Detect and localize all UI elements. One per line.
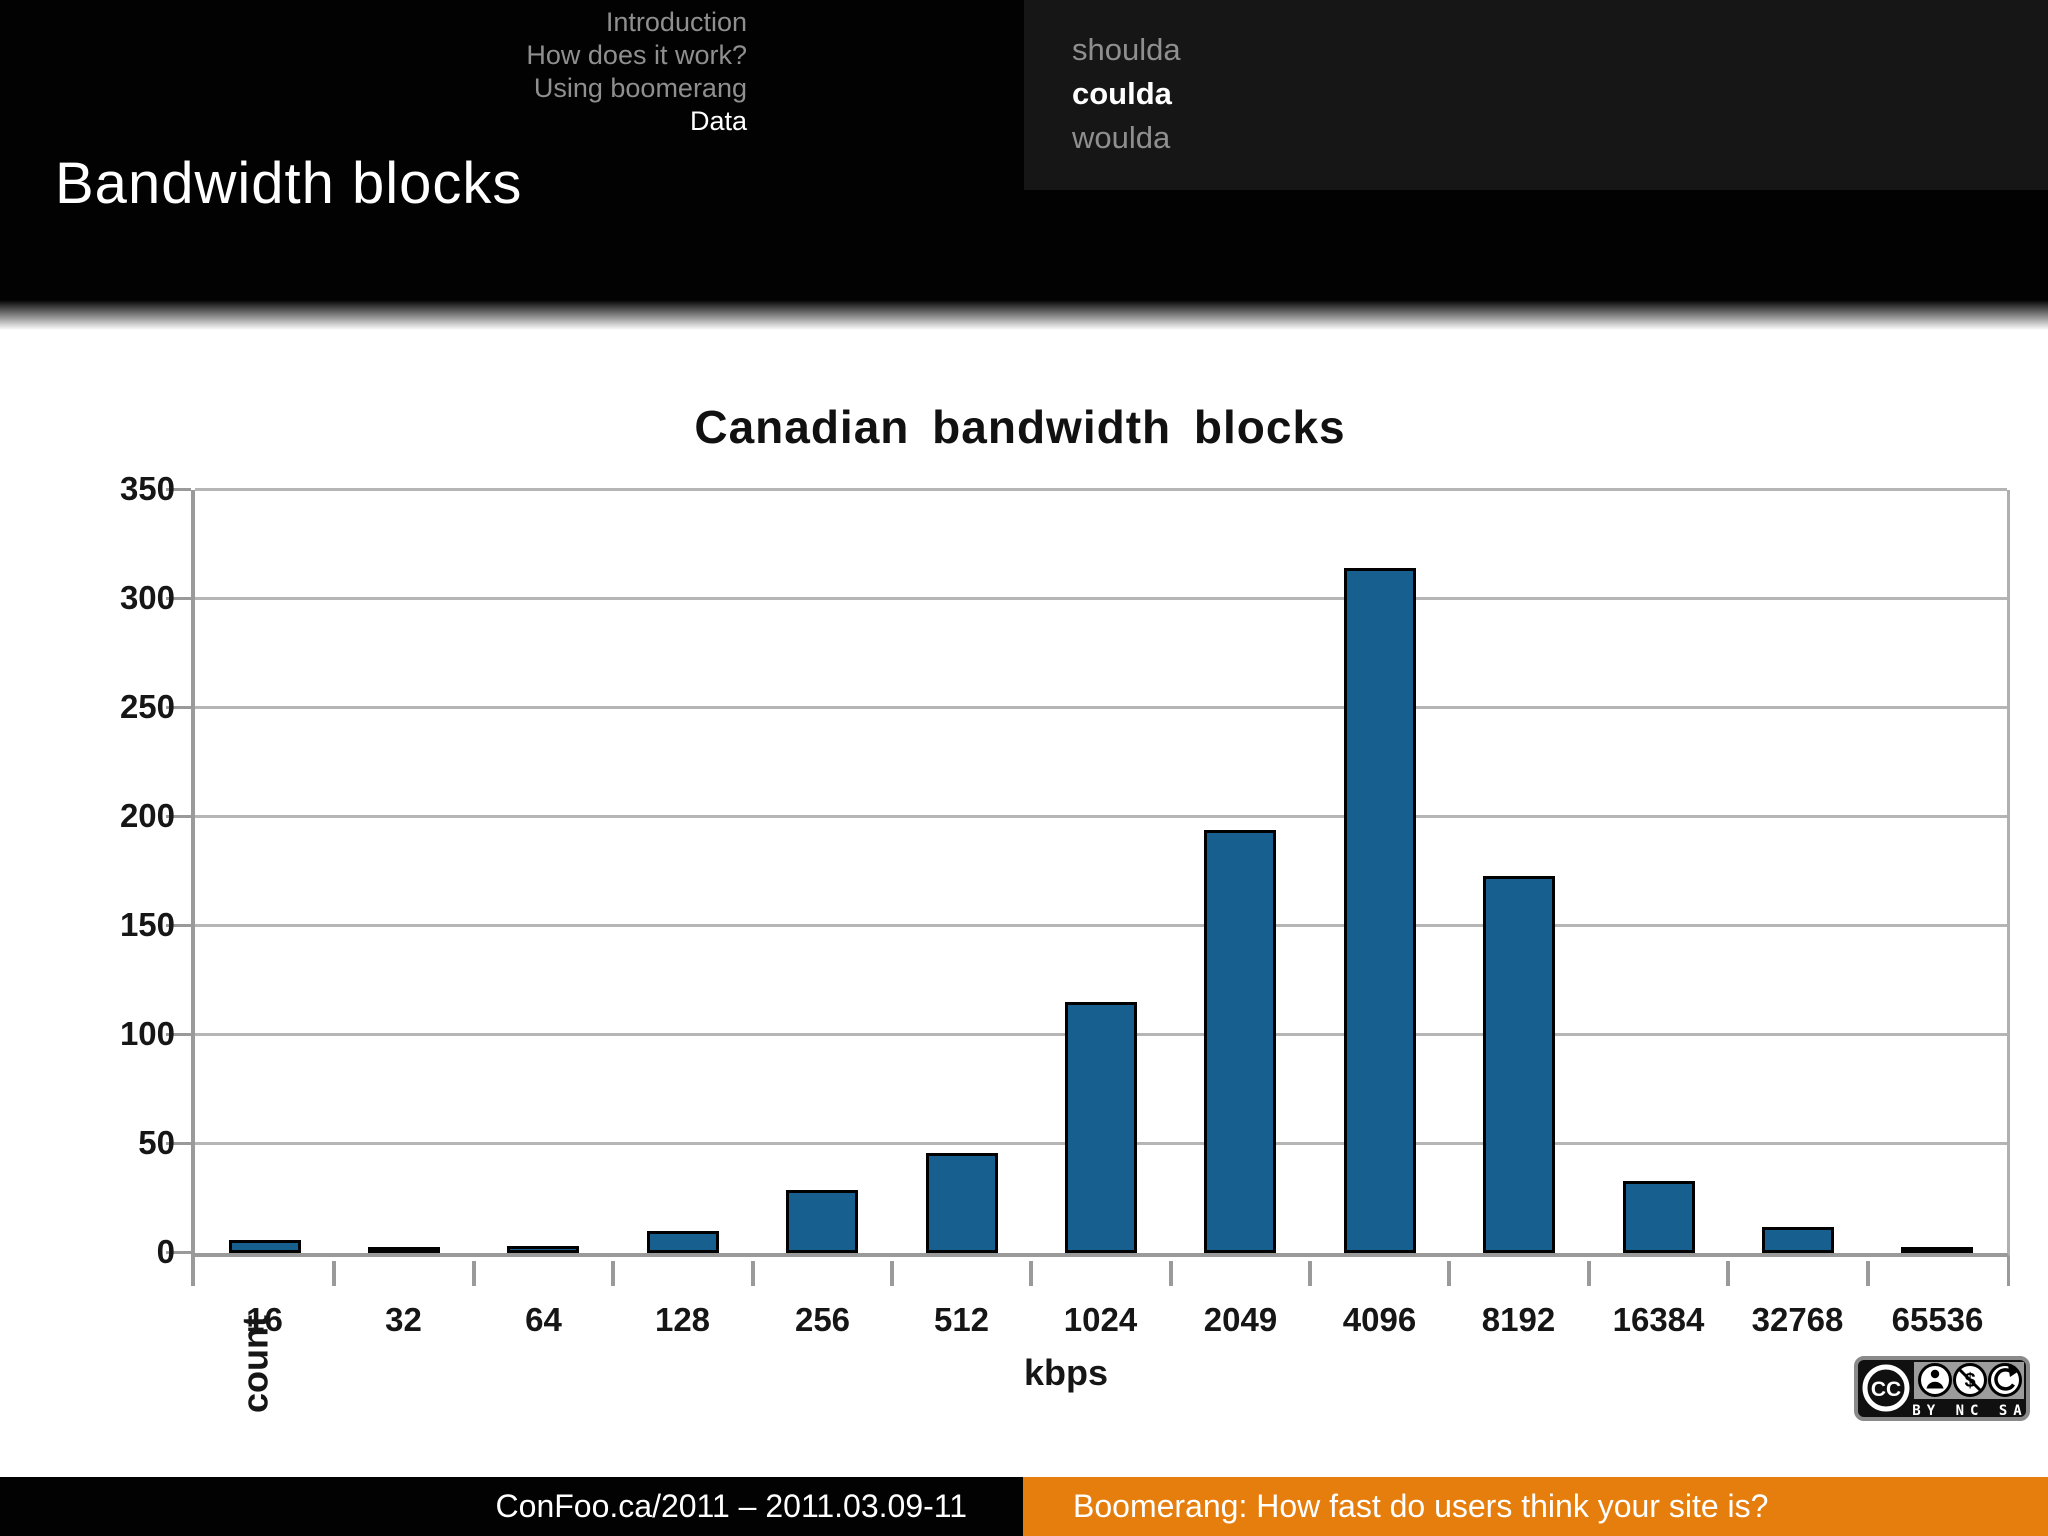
- x-axis-tick: [1587, 1261, 1591, 1286]
- x-axis-title: kbps: [1023, 1352, 1109, 1393]
- bar-chart-plot-area: count kbps 0 50 100 150 200 250 300 350 16 32 64 12…: [120, 470, 2010, 1413]
- x-axis-tick: [332, 1261, 336, 1286]
- y-tick-label: 150: [119, 906, 175, 943]
- nav-item-using-boomerang[interactable]: Using boomerang: [533, 73, 747, 103]
- bar-128: [647, 1231, 719, 1253]
- x-axis-tick: [1866, 1261, 1870, 1286]
- x-tick-label: 4096: [1342, 1301, 1417, 1338]
- x-axis-tick: [1447, 1261, 1451, 1286]
- y-axis-tick: [166, 706, 191, 709]
- chart-title: Canadian bandwidth blocks: [694, 401, 1346, 453]
- svg-text:CC: CC: [1871, 1378, 1901, 1401]
- footer-conference-info: ConFoo.ca/2011 – 2011.03.09-11: [0, 1477, 1023, 1536]
- y-tick-label: 350: [119, 470, 175, 507]
- bar-32768: [1762, 1227, 1834, 1253]
- bar-64: [507, 1246, 579, 1253]
- x-tick-label: 512: [933, 1301, 990, 1338]
- bar-1024: [1065, 1002, 1137, 1253]
- nav-subsections-panel: shoulda coulda woulda: [1024, 0, 2048, 190]
- bar-32: [368, 1247, 440, 1253]
- x-axis-tick: [611, 1261, 615, 1286]
- y-axis-tick: [166, 1142, 191, 1145]
- header-gradient: [0, 300, 2048, 330]
- page-title: Bandwidth blocks: [55, 151, 523, 216]
- x-axis-tick: [1726, 1261, 1730, 1286]
- cc-terms-label: BY NC SA: [1912, 1403, 2027, 1419]
- y-tick-label: 100: [119, 1015, 175, 1052]
- x-tick-label: 65536: [1891, 1301, 1984, 1338]
- x-tick-label: 16: [246, 1301, 283, 1338]
- gridline: [195, 488, 2007, 491]
- x-axis-tick: [1308, 1261, 1312, 1286]
- y-axis-tick: [166, 924, 191, 927]
- cc-logo-icon: [1862, 1364, 1910, 1412]
- nav-item-data[interactable]: Data: [689, 106, 747, 136]
- x-axis-tick: [472, 1261, 476, 1286]
- cc-by-nc-sa-badge[interactable]: CC $ BY NC SA: [1853, 1355, 2031, 1425]
- y-axis-tick: [166, 597, 191, 600]
- nav-item-shoulda[interactable]: shoulda: [1072, 32, 1181, 67]
- nav-item-woulda[interactable]: woulda: [1072, 120, 1171, 155]
- x-axis-tick: [1169, 1261, 1173, 1286]
- x-tick-label: 2049: [1203, 1301, 1278, 1338]
- x-tick-label: 8192: [1481, 1301, 1556, 1338]
- x-tick-label: 32: [385, 1301, 422, 1338]
- bar-2049: [1204, 830, 1276, 1253]
- bar-16384: [1623, 1181, 1695, 1253]
- y-tick-label: 250: [119, 688, 175, 725]
- y-tick-label: 200: [119, 797, 175, 834]
- gridline: [195, 597, 2007, 600]
- x-tick-label: 16384: [1612, 1301, 1705, 1338]
- x-tick-label: 64: [525, 1301, 562, 1338]
- bar-16: [229, 1240, 301, 1253]
- x-tick-label: 128: [654, 1301, 711, 1338]
- bar-512: [926, 1153, 998, 1253]
- talk-title: Boomerang: How fast do users think your …: [1073, 1488, 1769, 1524]
- x-axis-tick: [890, 1261, 894, 1286]
- bar-4096: [1344, 568, 1416, 1253]
- gridline: [195, 815, 2007, 818]
- x-tick-label: 32768: [1751, 1301, 1844, 1338]
- gridline: [195, 706, 2007, 709]
- y-axis-extension: [191, 1257, 195, 1286]
- bar-256: [786, 1190, 858, 1253]
- plot-right-border-extension: [2007, 1257, 2010, 1286]
- bar-8192: [1483, 876, 1555, 1253]
- bar-65536: [1901, 1247, 1973, 1253]
- x-tick-label: 1024: [1063, 1301, 1138, 1338]
- nav-sections: Introduction How does it work? Using boo…: [0, 6, 747, 138]
- nav-item-introduction[interactable]: Introduction: [605, 7, 747, 37]
- x-tick-label: 256: [794, 1301, 851, 1338]
- y-axis-tick: [166, 815, 191, 818]
- gridline: [195, 924, 2007, 927]
- nav-item-coulda[interactable]: coulda: [1072, 76, 1172, 111]
- y-axis-tick: [166, 1033, 191, 1036]
- footer-talk-title-bar: Boomerang: How fast do users think your …: [1023, 1477, 2048, 1536]
- y-tick-label: 50: [138, 1124, 175, 1161]
- y-axis-tick: [166, 1251, 191, 1254]
- x-axis-tick: [1029, 1261, 1033, 1286]
- x-axis-tick: [751, 1261, 755, 1286]
- conference-link[interactable]: ConFoo.ca/2011 – 2011.03.09-11: [495, 1488, 967, 1524]
- cc-by-person-icon: [1918, 1363, 1952, 1397]
- y-tick-label: 300: [119, 579, 175, 616]
- y-tick-label: 0: [156, 1233, 175, 1270]
- footer: ConFoo.ca/2011 – 2011.03.09-11 Boomerang…: [0, 1477, 2048, 1536]
- y-axis-tick: [166, 488, 191, 491]
- nav-item-how-does-it-work[interactable]: How does it work?: [526, 40, 747, 70]
